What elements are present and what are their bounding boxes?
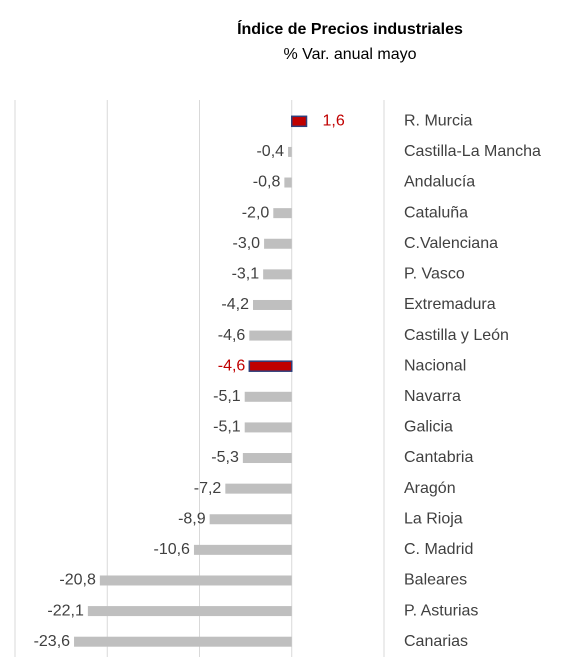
bar	[253, 299, 292, 310]
bar	[225, 483, 292, 494]
bar	[263, 269, 292, 280]
value-label: -2,0	[242, 204, 270, 221]
chart-subtitle: % Var. anual mayo	[283, 46, 416, 63]
category-label: Cantabria	[404, 449, 473, 466]
value-label: -3,1	[232, 266, 260, 283]
category-label: C.Valenciana	[404, 235, 498, 252]
category-label: P. Asturias	[404, 602, 478, 619]
bar	[249, 330, 292, 341]
value-label: -20,8	[59, 572, 96, 589]
category-label: Cataluña	[404, 204, 468, 221]
category-label: Canarias	[404, 633, 468, 650]
category-label: Extremadura	[404, 296, 496, 313]
bar	[291, 115, 308, 128]
value-label: -4,6	[218, 357, 246, 374]
value-label: -5,3	[211, 449, 239, 466]
category-label: P. Vasco	[404, 266, 465, 283]
value-label: -10,6	[153, 541, 190, 558]
bar	[288, 146, 292, 157]
value-label: -4,6	[218, 327, 246, 344]
value-label: -23,6	[34, 633, 71, 650]
bar	[242, 453, 292, 464]
category-label: Baleares	[404, 572, 467, 589]
chart-title: Índice de Precios industriales	[237, 19, 463, 38]
category-label: Navarra	[404, 388, 461, 405]
bar	[244, 391, 292, 402]
value-label: -8,9	[178, 510, 206, 527]
bar	[74, 636, 292, 647]
value-label: -3,0	[232, 235, 260, 252]
bar	[244, 422, 292, 433]
value-label: -4,2	[221, 296, 249, 313]
category-label: Galicia	[404, 419, 453, 436]
value-label: -5,1	[213, 388, 241, 405]
category-label: Andalucía	[404, 174, 475, 191]
bar	[87, 606, 292, 617]
value-label: -0,8	[253, 174, 281, 191]
bar	[193, 544, 292, 555]
value-label: -22,1	[47, 602, 84, 619]
category-label: Aragón	[404, 480, 456, 497]
bar	[209, 514, 292, 525]
category-label: R. Murcia	[404, 113, 473, 130]
category-label: La Rioja	[404, 510, 463, 527]
bar	[284, 177, 292, 188]
value-label: -7,2	[194, 480, 222, 497]
bar	[264, 238, 292, 249]
category-label: C. Madrid	[404, 541, 473, 558]
value-label: -0,4	[256, 143, 284, 160]
category-label: Castilla y León	[404, 327, 509, 344]
value-label: -5,1	[213, 419, 241, 436]
bar	[99, 575, 292, 586]
category-label: Nacional	[404, 357, 466, 374]
bar	[248, 360, 293, 372]
bar	[273, 208, 292, 219]
category-label: Castilla-La Mancha	[404, 143, 541, 160]
value-label: 1,6	[323, 113, 345, 130]
